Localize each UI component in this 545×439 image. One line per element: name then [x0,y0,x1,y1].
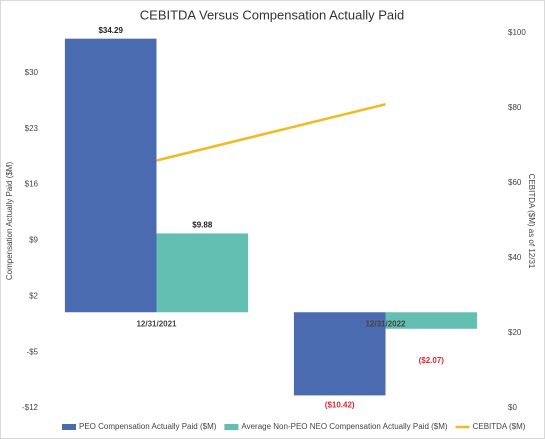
data-label: ($2.07) [419,356,445,365]
x-tick-label: 12/31/2021 [136,319,177,328]
y2-tick-label: $60 [508,178,522,187]
chart-title: CEBITDA Versus Compensation Actually Pai… [140,7,404,22]
bar [64,38,157,313]
y2-tick-label: $80 [508,103,522,112]
line [156,103,386,162]
y-tick-label: $30 [25,68,39,77]
bar [293,312,386,396]
legend-swatch [224,424,239,430]
y-tick-label: -$5 [26,347,38,356]
y-tick-label: $2 [29,291,38,300]
y-tick-label: -$12 [22,403,39,412]
legend-label: PEO Compensation Actually Paid ($M) [79,422,217,431]
data-label: $9.88 [192,221,213,230]
y2-tick-label: $0 [508,403,517,412]
y-tick-label: $23 [25,124,39,133]
legend-label: Average Non-PEO NEO Compensation Actuall… [241,422,448,431]
data-label: ($10.42) [325,401,355,410]
x-tick-label: 12/31/2022 [365,319,406,328]
y2-tick-label: $40 [508,253,522,262]
legend-label: CEBITDA ($M) [473,422,526,431]
bar [385,312,478,329]
y-tick-label: $9 [29,236,38,245]
y2-tick-label: $20 [508,328,522,337]
y2-tick-label: $100 [508,28,526,37]
bar [156,233,249,313]
data-label: $34.29 [98,26,123,35]
y2-axis-title: CEBITDA ($M) as of 12/31 [527,174,536,269]
legend-swatch [62,424,76,430]
y-tick-label: $16 [25,180,39,189]
y-axis-title: Compensation Actually Paid ($M) [5,162,14,281]
